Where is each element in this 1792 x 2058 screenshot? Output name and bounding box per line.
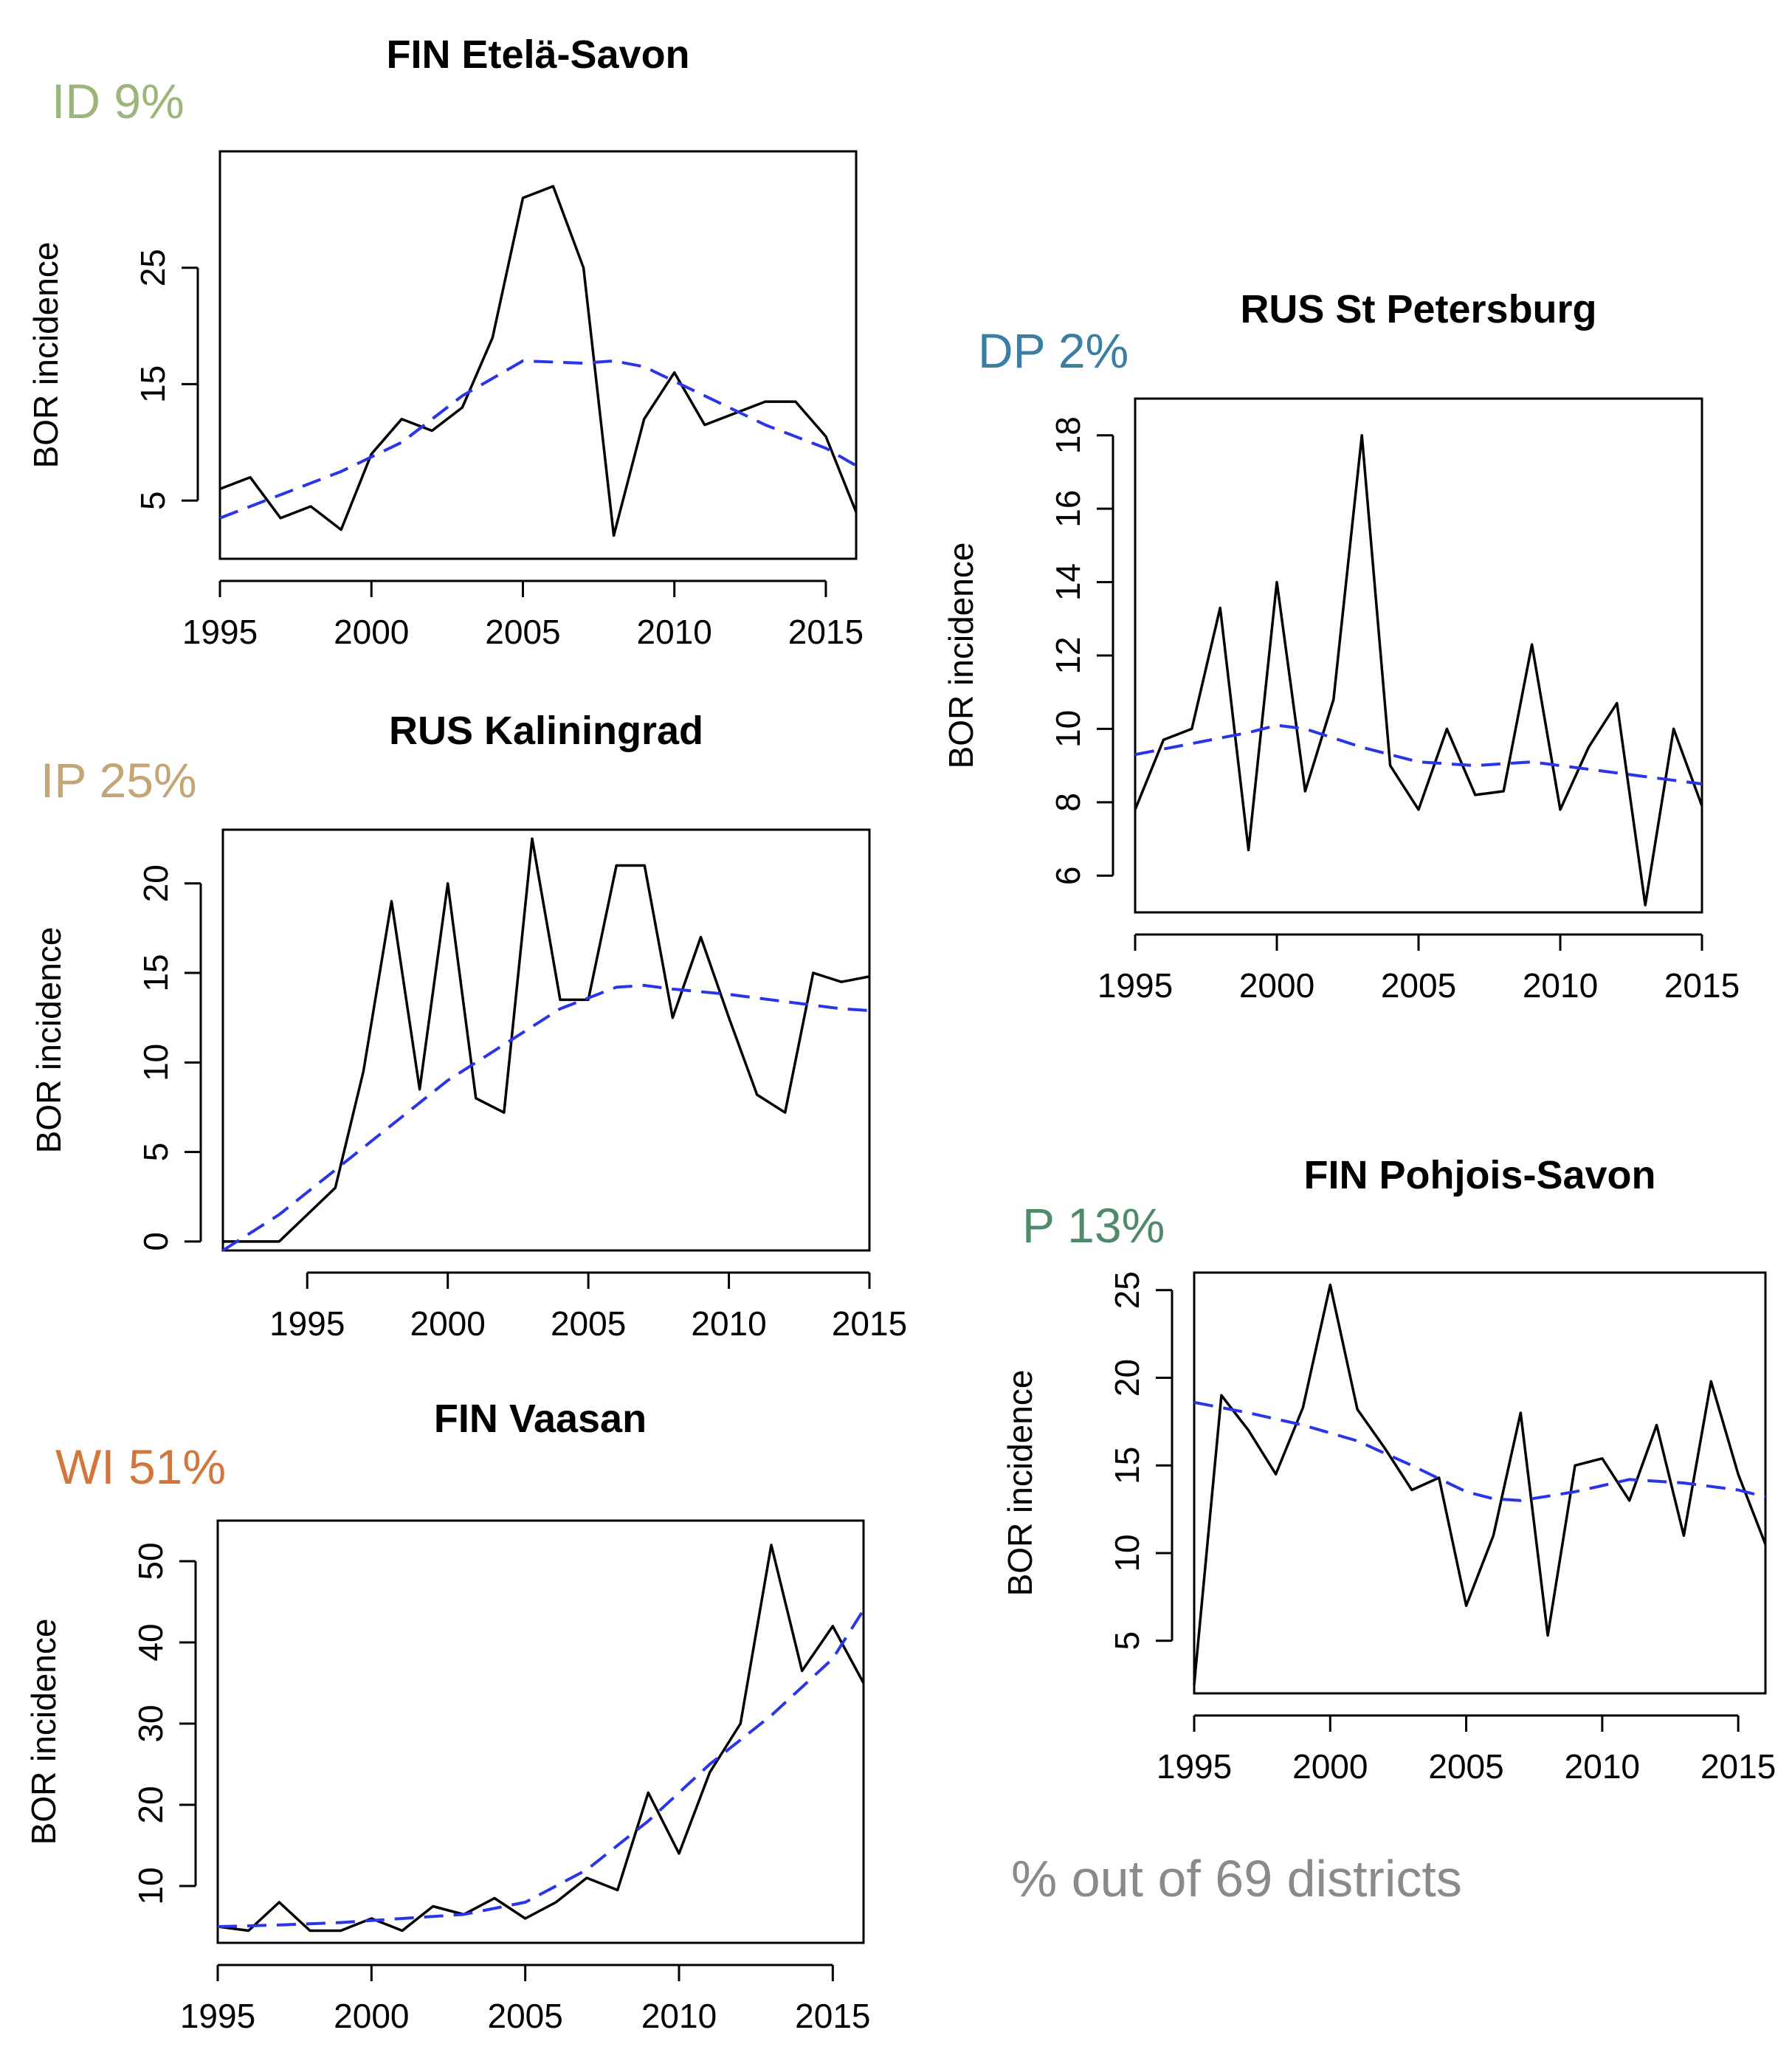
chart-2-plot-frame	[221, 828, 871, 1252]
chart-1-x-tick-label: 1995	[182, 613, 258, 651]
chart-4-x-tick-label: 2015	[1664, 966, 1740, 1005]
chart-3-plot-frame	[216, 1519, 865, 1944]
chart-1-y-tick-label: 25	[134, 249, 172, 286]
chart-5-x-tick-label: 2010	[1565, 1747, 1640, 1786]
chart-3-y-axis-label: BOR incidence	[24, 1619, 63, 1845]
chart-2-observed-line	[223, 837, 870, 1243]
chart-5-y-tick-label: 15	[1108, 1447, 1146, 1484]
chart-4-observed-line	[1134, 433, 1703, 906]
chart-3-x-tick-label: 2000	[334, 1997, 409, 2035]
chart-5-x-tick-label: 1995	[1157, 1747, 1232, 1786]
chart-5-x-tick-label: 2005	[1428, 1747, 1503, 1786]
chart-5-y-tick-label: 10	[1108, 1534, 1146, 1572]
chart-2-x-tick-label: 1995	[269, 1304, 345, 1343]
chart-5-y-tick-label: 20	[1108, 1359, 1146, 1397]
chart-1-y-axis-label: BOR incidence	[27, 242, 65, 469]
chart-1-observed-line	[219, 185, 858, 537]
chart-1-y-tick-label: 15	[134, 365, 172, 403]
chart-1-y-tick-label: 5	[134, 491, 172, 510]
chart-3-title: FIN Vaasan	[434, 1397, 647, 1441]
chart-4-x-tick-label: 1995	[1097, 966, 1173, 1005]
chart-5-y-tick-label: 5	[1108, 1631, 1146, 1651]
chart-1-category-label: ID 9%	[52, 74, 185, 128]
chart-4-y-tick-label: 10	[1049, 710, 1087, 748]
chart-1-trend-line	[219, 359, 857, 520]
chart-2-y-tick-label: 20	[137, 864, 175, 902]
chart-4-y-tick-label: 14	[1049, 563, 1087, 601]
chart-2-y-tick-label: 0	[137, 1232, 175, 1251]
chart-4-x-tick-label: 2010	[1523, 966, 1598, 1005]
chart-4-category-label: DP 2%	[978, 323, 1128, 378]
chart-2-y-axis-label: BOR incidence	[30, 927, 68, 1154]
chart-5-title: FIN Pohjois-Savon	[1303, 1153, 1655, 1197]
chart-5-plot-frame	[1193, 1271, 1767, 1695]
chart-5-category-label: P 13%	[1022, 1198, 1165, 1253]
chart-2-title: RUS Kaliningrad	[389, 709, 703, 753]
chart-3-category-label: WI 51%	[55, 1439, 226, 1494]
chart-2-category-label: IP 25%	[41, 753, 197, 808]
chart-5-x-tick-label: 2000	[1292, 1747, 1368, 1786]
chart-4-x-tick-label: 2000	[1239, 966, 1314, 1005]
chart-4-plot-frame	[1134, 397, 1703, 914]
chart-1-x-tick-label: 2015	[788, 613, 864, 651]
chart-4-y-tick-label: 8	[1049, 793, 1087, 812]
chart-4-trend-line	[1134, 723, 1703, 785]
chart-3-trend-line	[217, 1608, 865, 1928]
chart-3-x-tick-label: 1995	[180, 1997, 255, 2035]
chart-1-x-tick-label: 2010	[637, 613, 712, 651]
chart-4-y-tick-label: 6	[1049, 866, 1087, 885]
chart-3-observed-line	[217, 1544, 865, 1933]
chart-5-x-tick-label: 2015	[1700, 1747, 1776, 1786]
chart-2-y-tick-label: 5	[137, 1143, 175, 1162]
chart-2-x-tick-label: 2010	[691, 1304, 766, 1343]
chart-4-title: RUS St Petersburg	[1240, 287, 1596, 331]
chart-4-y-tick-label: 16	[1049, 490, 1087, 528]
chart-5-trend-line	[1193, 1400, 1766, 1502]
chart-3-y-tick-label: 50	[131, 1542, 170, 1580]
chart-3-x-tick-label: 2010	[641, 1997, 717, 2035]
chart-2-x-tick-label: 2005	[551, 1304, 626, 1343]
chart-5-y-axis-label: BOR incidence	[1001, 1370, 1039, 1597]
chart-1-x-tick-label: 2000	[334, 613, 409, 651]
chart-3-y-tick-label: 10	[131, 1867, 170, 1904]
chart-1-title: FIN Etelä-Savon	[386, 32, 689, 77]
chart-1-plot-frame	[218, 150, 858, 560]
chart-3-y-tick-label: 30	[131, 1704, 170, 1742]
chart-2-y-tick-label: 15	[137, 954, 175, 991]
chart-3-x-tick-label: 2005	[487, 1997, 562, 2035]
chart-5-y-tick-label: 25	[1108, 1271, 1146, 1309]
chart-5-observed-line	[1193, 1283, 1767, 1685]
chart-3-y-tick-label: 20	[131, 1786, 170, 1823]
footnote: % out of 69 districts	[1011, 1850, 1462, 1907]
chart-3-y-tick-label: 40	[131, 1623, 170, 1661]
chart-4-y-tick-label: 18	[1049, 416, 1087, 454]
chart-3-x-tick-label: 2015	[795, 1997, 870, 2035]
chart-4-y-tick-label: 12	[1049, 636, 1087, 674]
chart-2-trend-line	[221, 984, 870, 1252]
chart-2-y-tick-label: 10	[137, 1044, 175, 1081]
chart-4-y-axis-label: BOR incidence	[942, 543, 980, 769]
chart-2-x-tick-label: 2000	[410, 1304, 486, 1343]
chart-4-x-tick-label: 2005	[1381, 966, 1456, 1005]
chart-2-x-tick-label: 2015	[832, 1304, 907, 1343]
chart-1-x-tick-label: 2005	[485, 613, 560, 651]
